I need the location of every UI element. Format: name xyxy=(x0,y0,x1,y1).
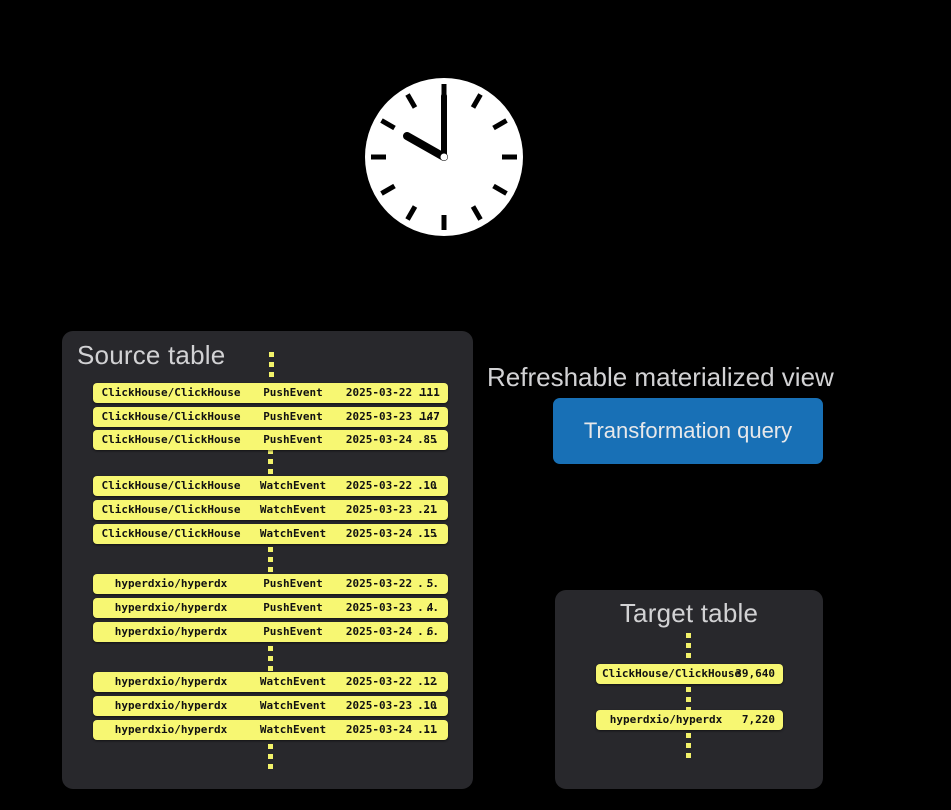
source-cell-more: ... xyxy=(417,723,440,736)
source-cell-event-type: WatchEvent xyxy=(259,699,327,712)
source-cell-more: ... xyxy=(417,675,440,688)
source-cell-more: ... xyxy=(417,433,440,446)
source-cell-repository: ClickHouse/ClickHouse xyxy=(101,503,241,516)
source-cell-event-type: PushEvent xyxy=(263,386,323,399)
source-cell-repository: hyperdxio/hyperdx xyxy=(114,601,228,614)
clock-ten-oclock-icon xyxy=(365,78,523,236)
target-cell-total: 7,220 xyxy=(741,713,775,726)
source-cell-count: 111 xyxy=(420,386,440,399)
source-table-row: hyperdxio/hyperdx WatchEvent 2025-03-23 10.… xyxy=(93,696,448,716)
target-row-ellipsis xyxy=(686,733,691,758)
source-cell-date: 2025-03-24 xyxy=(345,433,413,446)
target-cell-total: 39,640 xyxy=(735,667,775,680)
source-cell-more: ... xyxy=(417,479,440,492)
source-cell-date: 2025-03-22 xyxy=(345,675,413,688)
source-cell-repository: hyperdxio/hyperdx xyxy=(114,723,228,736)
target-cell-repository: hyperdxio/hyperdx xyxy=(609,713,723,726)
source-cell-count: 10 xyxy=(423,479,437,492)
source-cell-count: 11 xyxy=(423,723,437,736)
source-cell-event-type: PushEvent xyxy=(263,577,323,590)
transformation-query-label: Transformation query xyxy=(583,418,793,443)
transformation-query-box[interactable]: Transformation query xyxy=(553,398,823,464)
source-cell-date: 2025-03-22 xyxy=(345,479,413,492)
target-row-ellipsis xyxy=(686,687,691,712)
source-cell-more: ... xyxy=(417,527,440,540)
source-cell-repository: ClickHouse/ClickHouse xyxy=(101,410,241,423)
source-table-title: Source table xyxy=(77,340,226,370)
source-cell-date: 2025-03-22 xyxy=(345,386,413,399)
source-cell-event-type: PushEvent xyxy=(263,410,323,423)
source-cell-event-type: WatchEvent xyxy=(259,479,327,492)
source-table-row: hyperdxio/hyperdx WatchEvent 2025-03-24 11.… xyxy=(93,720,448,740)
source-cell-repository: hyperdxio/hyperdx xyxy=(114,625,228,638)
source-cell-repository: ClickHouse/ClickHouse xyxy=(101,386,241,399)
source-table-row: ClickHouse/ClickHouse WatchEvent 2025-03-2… xyxy=(93,476,448,496)
source-table-row: hyperdxio/hyperdx WatchEvent 2025-03-22 12.… xyxy=(93,672,448,692)
source-cell-event-type: WatchEvent xyxy=(259,503,327,516)
target-table-panel: Target table ClickHouse/ClickHouse 39,640… xyxy=(555,590,823,789)
source-cell-count: 21 xyxy=(423,503,437,516)
source-cell-more: ... xyxy=(417,503,440,516)
source-table-row: ClickHouse/ClickHouse PushEvent 2025-03-23… xyxy=(93,407,448,427)
source-cell-more: ... xyxy=(417,601,440,614)
source-cell-date: 2025-03-23 xyxy=(345,410,413,423)
source-cell-count: 6 xyxy=(426,625,434,638)
source-row-ellipsis xyxy=(268,449,273,474)
source-cell-repository: hyperdxio/hyperdx xyxy=(114,699,228,712)
source-table-row: hyperdxio/hyperdx PushEvent 2025-03-24 6... xyxy=(93,622,448,642)
source-cell-event-type: WatchEvent xyxy=(259,527,327,540)
source-cell-date: 2025-03-23 xyxy=(345,699,413,712)
source-cell-more: ... xyxy=(417,386,440,399)
source-cell-count: 85 xyxy=(423,433,437,446)
source-cell-count: 12 xyxy=(423,675,437,688)
target-row-ellipsis xyxy=(686,633,691,658)
source-cell-event-type: PushEvent xyxy=(263,601,323,614)
target-cell-repository: ClickHouse/ClickHouse xyxy=(602,667,742,680)
source-row-ellipsis xyxy=(269,352,274,377)
clock-hour-hand xyxy=(403,132,448,161)
source-cell-more: ... xyxy=(417,625,440,638)
source-row-ellipsis xyxy=(268,547,273,572)
source-cell-repository: ClickHouse/ClickHouse xyxy=(101,479,241,492)
source-cell-event-type: WatchEvent xyxy=(259,723,327,736)
source-cell-event-type: PushEvent xyxy=(263,625,323,638)
source-cell-count: 4 xyxy=(426,601,434,614)
source-table-row: ClickHouse/ClickHouse WatchEvent 2025-03-2… xyxy=(93,500,448,520)
source-cell-date: 2025-03-23 xyxy=(345,601,413,614)
source-cell-more: ... xyxy=(417,410,440,423)
source-cell-repository: ClickHouse/ClickHouse xyxy=(101,433,241,446)
source-table-panel: Source table ClickHouse/ClickHouse PushEv… xyxy=(62,331,473,789)
target-table-title: Target table xyxy=(619,598,759,628)
source-row-ellipsis xyxy=(268,744,273,769)
source-table-row: hyperdxio/hyperdx PushEvent 2025-03-23 4... xyxy=(93,598,448,618)
source-cell-repository: hyperdxio/hyperdx xyxy=(114,577,228,590)
source-table-row: ClickHouse/ClickHouse PushEvent 2025-03-24… xyxy=(93,430,448,450)
source-table-row: ClickHouse/ClickHouse PushEvent 2025-03-22… xyxy=(93,383,448,403)
source-cell-count: 147 xyxy=(420,410,440,423)
target-table-row: hyperdxio/hyperdx 7,220 xyxy=(596,710,783,730)
target-table-row: ClickHouse/ClickHouse 39,640 xyxy=(596,664,783,684)
source-cell-count: 10 xyxy=(423,699,437,712)
source-cell-count: 5 xyxy=(426,577,434,590)
source-cell-date: 2025-03-24 xyxy=(345,723,413,736)
source-cell-more: ... xyxy=(417,577,440,590)
source-table-row: ClickHouse/ClickHouse WatchEvent 2025-03-2… xyxy=(93,524,448,544)
source-cell-count: 15 xyxy=(423,527,437,540)
source-cell-event-type: PushEvent xyxy=(263,433,323,446)
schedule-clock xyxy=(364,74,524,240)
source-cell-repository: hyperdxio/hyperdx xyxy=(114,675,228,688)
source-cell-date: 2025-03-23 xyxy=(345,503,413,516)
source-cell-date: 2025-03-24 xyxy=(345,527,413,540)
source-table-row: hyperdxio/hyperdx PushEvent 2025-03-22 5... xyxy=(93,574,448,594)
refreshable-materialized-view-label: Refreshable materialized view xyxy=(487,362,834,392)
source-cell-repository: ClickHouse/ClickHouse xyxy=(101,527,241,540)
source-cell-more: ... xyxy=(417,699,440,712)
source-cell-date: 2025-03-24 xyxy=(345,625,413,638)
source-row-ellipsis xyxy=(268,646,273,671)
source-cell-event-type: WatchEvent xyxy=(259,675,327,688)
source-cell-date: 2025-03-22 xyxy=(345,577,413,590)
